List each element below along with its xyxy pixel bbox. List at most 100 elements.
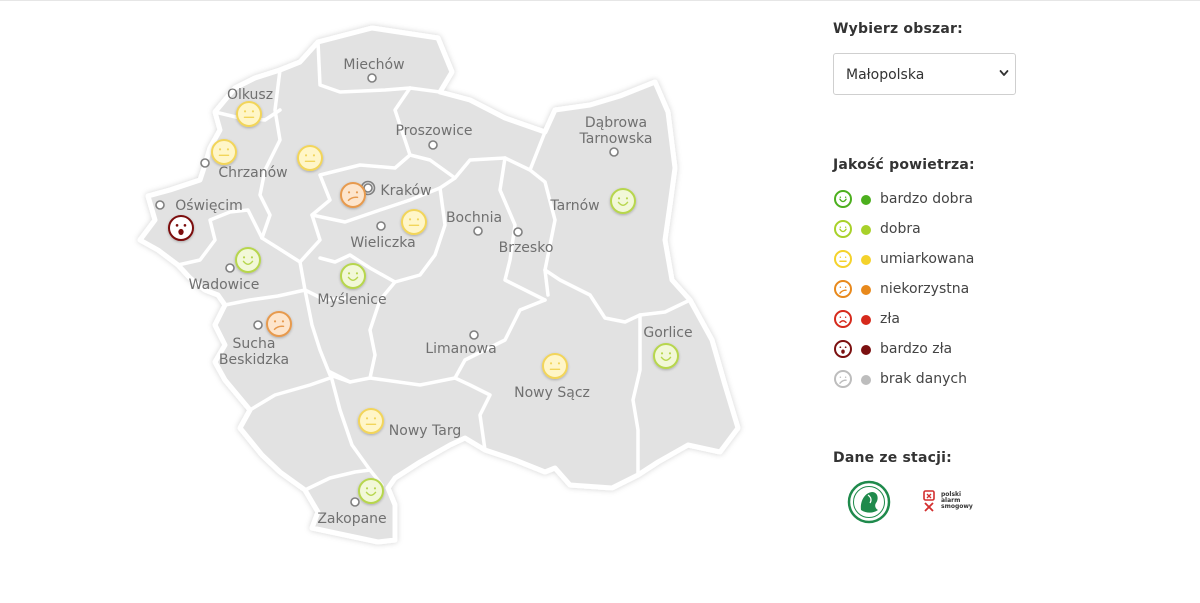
city-label: Wieliczka	[350, 235, 415, 251]
city-marker[interactable]: Miechów	[343, 57, 405, 83]
air-quality-face-icon[interactable]	[266, 311, 292, 337]
city-dot	[609, 147, 619, 157]
legend-label: bardzo zła	[880, 341, 953, 357]
city-label: Bochnia	[446, 210, 502, 226]
wios-logo-icon	[847, 480, 891, 524]
city-marker[interactable]: Proszowice	[395, 123, 473, 150]
legend-label: brak danych	[880, 371, 967, 387]
city-dot	[253, 320, 263, 330]
quality-heading: Jakość powietrza:	[833, 157, 975, 173]
legend-label: umiarkowana	[880, 251, 975, 267]
city-label: Zakopane	[317, 511, 386, 527]
psa-logo-icon	[923, 490, 935, 512]
city-label: Chrzanów	[218, 165, 287, 181]
shock-face-icon	[834, 340, 852, 358]
air-quality-face-icon[interactable]	[297, 145, 323, 171]
legend-color-dot	[861, 345, 871, 355]
city-marker[interactable]: Zakopane	[317, 478, 387, 527]
neutral-face-icon	[834, 250, 852, 268]
city-marker[interactable]: Brzesko	[499, 227, 554, 256]
city-dot	[367, 73, 377, 83]
city-dot	[200, 158, 210, 168]
city-label: Kraków	[380, 183, 431, 199]
city-marker[interactable]: Dąbrowa Tarnowska	[579, 115, 653, 157]
county-borders	[176, 40, 692, 492]
city-label: Limanowa	[425, 341, 496, 357]
city-marker[interactable]: Wieliczka	[350, 209, 427, 251]
city-label: Wadowice	[189, 277, 260, 293]
city-marker[interactable]: Gorlice	[643, 325, 693, 369]
city-marker[interactable]: Chrzanów	[200, 139, 288, 181]
air-quality-face-icon[interactable]	[358, 408, 384, 434]
city-label: Miechów	[343, 57, 404, 73]
legend-item: niekorzystna	[833, 279, 1033, 299]
city-marker[interactable]: Limanowa	[425, 330, 497, 357]
city-dot	[363, 183, 373, 193]
city-label: Nowy Targ	[389, 423, 461, 439]
air-quality-face-icon[interactable]	[235, 247, 261, 273]
city-label: Dąbrowa Tarnowska	[579, 115, 653, 147]
air-quality-face-icon[interactable]	[211, 139, 237, 165]
city-marker[interactable]: Tarnów	[549, 188, 636, 214]
sad-mild-face-icon	[834, 370, 852, 388]
city-dot	[513, 227, 523, 237]
legend-label: dobra	[880, 221, 921, 237]
malopolska-map: Miechów Olkusz Proszowice Dąbrowa Tarnowska C…	[137, 25, 741, 545]
air-quality-face-icon[interactable]	[610, 188, 636, 214]
air-quality-face-icon[interactable]	[236, 101, 262, 127]
air-quality-face-icon[interactable]	[168, 215, 194, 241]
city-label: Proszowice	[395, 123, 472, 139]
city-label: Olkusz	[227, 87, 273, 103]
legend-color-dot	[861, 285, 871, 295]
legend-color-dot	[861, 195, 871, 205]
city-label: Oświęcim	[175, 198, 243, 214]
legend-item: bardzo zła	[833, 339, 1033, 359]
legend-color-dot	[861, 315, 871, 325]
city-label: Brzesko	[499, 240, 554, 256]
area-select-value: Małopolska	[846, 67, 925, 83]
city-marker[interactable]: Bochnia	[446, 210, 502, 236]
city-marker[interactable]: Sucha Beskidzka	[219, 311, 292, 368]
legend-label: zła	[880, 311, 900, 327]
city-dot	[428, 140, 438, 150]
air-quality-face-icon[interactable]	[401, 209, 427, 235]
legend-item: zła	[833, 309, 1033, 329]
city-marker[interactable]: Myślenice	[317, 263, 387, 308]
city-label: Myślenice	[317, 292, 386, 308]
city-marker[interactable]: Nowy Sącz	[514, 353, 590, 401]
legend-item: dobra	[833, 219, 1033, 239]
air-quality-face-icon[interactable]	[653, 343, 679, 369]
city-dot	[473, 226, 483, 236]
smile-face-icon	[834, 190, 852, 208]
legend-label: niekorzystna	[880, 281, 970, 297]
legend-color-dot	[861, 225, 871, 235]
area-select[interactable]: Małopolska	[833, 53, 1016, 95]
city-marker[interactable]: Olkusz	[227, 87, 273, 127]
air-quality-face-icon[interactable]	[340, 263, 366, 289]
city-dot	[469, 330, 479, 340]
legend-label: bardzo dobra	[880, 191, 973, 207]
city-marker[interactable]: Oświęcim	[155, 198, 243, 241]
city-marker[interactable]	[297, 145, 323, 171]
city-dot	[225, 263, 235, 273]
legend-color-dot	[861, 375, 871, 385]
city-dot	[350, 497, 360, 507]
air-quality-face-icon[interactable]	[542, 353, 568, 379]
city-label: Nowy Sącz	[514, 385, 590, 401]
city-label: Sucha Beskidzka	[219, 336, 289, 368]
city-marker[interactable]: Nowy Targ	[358, 408, 461, 439]
source-heading: Dane ze stacji:	[833, 450, 952, 466]
legend-color-dot	[861, 255, 871, 265]
city-marker[interactable]: Kraków	[340, 180, 432, 208]
legend-item: bardzo dobra	[833, 189, 1033, 209]
city-label: Gorlice	[643, 325, 692, 341]
sad-mild-face-icon	[834, 280, 852, 298]
legend-item: umiarkowana	[833, 249, 1033, 269]
air-quality-face-icon[interactable]	[340, 182, 366, 208]
area-heading: Wybierz obszar:	[833, 21, 963, 37]
smile-face-icon	[834, 220, 852, 238]
region-outline	[137, 25, 741, 545]
air-quality-face-icon[interactable]	[358, 478, 384, 504]
city-marker[interactable]: Wadowice	[189, 247, 261, 293]
city-label: Tarnów	[549, 198, 599, 214]
